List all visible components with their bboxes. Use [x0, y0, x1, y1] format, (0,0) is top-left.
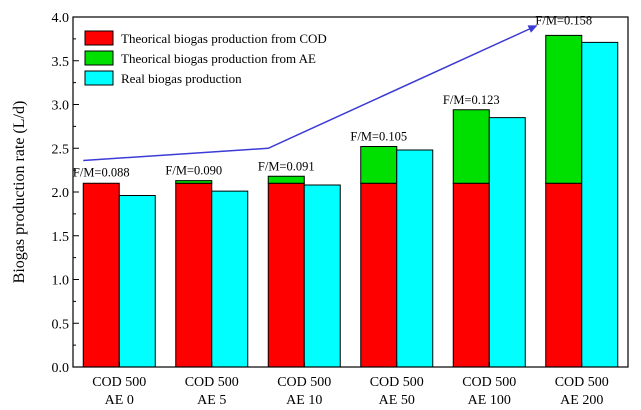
y-tick-label: 0.0 — [52, 361, 70, 376]
x-tick-label: COD 500 — [92, 375, 146, 390]
bar-theoretical-cod-4 — [452, 182, 490, 368]
x-tick-label: AE 0 — [105, 393, 134, 408]
fm-annotation: F/M=0.123 — [443, 93, 500, 107]
legend-label: Real biogas production — [121, 71, 242, 86]
bar-theoretical-cod-0 — [82, 182, 120, 368]
bars-layer — [82, 34, 619, 368]
y-tick-label: 2.5 — [52, 142, 70, 157]
legend-swatch — [84, 50, 114, 66]
plot-frame — [72, 16, 629, 368]
bar-theoretical-ae-3 — [360, 146, 398, 184]
y-tick-label: 0.5 — [52, 317, 70, 332]
y-tick-label: 4.0 — [52, 11, 70, 26]
y-tick-label: 3.0 — [52, 99, 70, 114]
y-tick-label: 3.5 — [52, 55, 70, 70]
bar-theoretical-cod-1 — [175, 182, 213, 368]
x-tick-label: AE 10 — [286, 393, 322, 408]
fm-annotation: F/M=0.088 — [73, 166, 130, 180]
fm-annotation: F/M=0.091 — [258, 159, 315, 173]
bar-real-0 — [118, 195, 156, 368]
x-tick-label: COD 500 — [370, 375, 424, 390]
bar-theoretical-cod-5 — [545, 182, 583, 368]
bar-theoretical-ae-2 — [267, 175, 305, 184]
x-tick-label: AE 50 — [379, 393, 415, 408]
legend-swatch — [84, 30, 114, 46]
legend-label: Theorical biogas production from AE — [121, 51, 316, 66]
axes-layer: 0.0 0.5 1.0 1.5 2.0 2.5 3.0 3.5 4.0 Biogas produc… — [11, 11, 629, 408]
fm-annotation: F/M=0.158 — [535, 14, 592, 28]
annotations-layer: F/M=0.088 F/M=0.090 F/M=0.091 F/M=0.105 F/M=… — [73, 14, 592, 180]
x-tick-label: COD 500 — [185, 375, 239, 390]
x-tick-label: AE 200 — [560, 393, 603, 408]
bar-theoretical-ae-5 — [545, 34, 583, 184]
trend-arrow — [83, 25, 538, 162]
x-tick-label: AE 100 — [468, 393, 511, 408]
bar-theoretical-ae-1 — [175, 180, 213, 184]
bar-theoretical-cod-2 — [267, 182, 305, 368]
y-tick-label: 2.0 — [52, 186, 70, 201]
x-tick-label: COD 500 — [277, 375, 331, 390]
bar-real-2 — [303, 184, 341, 368]
y-axis-title: Biogas production rate (L/d) — [11, 101, 28, 284]
bar-real-5 — [581, 41, 619, 368]
legend-swatch — [84, 70, 114, 86]
bar-real-3 — [396, 149, 434, 368]
fm-annotation: F/M=0.105 — [350, 130, 407, 144]
y-tick-label: 1.0 — [52, 274, 70, 289]
bar-real-1 — [211, 190, 249, 368]
bar-theoretical-cod-3 — [360, 182, 398, 368]
y-tick-label: 1.5 — [52, 230, 70, 245]
fm-annotation: F/M=0.090 — [165, 164, 222, 178]
x-tick-label: AE 5 — [197, 393, 226, 408]
bar-theoretical-ae-4 — [452, 109, 490, 184]
bar-real-4 — [488, 117, 526, 368]
x-tick-label: COD 500 — [555, 375, 609, 390]
x-tick-label: COD 500 — [462, 375, 516, 390]
legend-label: Theorical biogas production from COD — [121, 31, 327, 46]
legend: Theorical biogas production from COD Theo… — [84, 30, 327, 86]
